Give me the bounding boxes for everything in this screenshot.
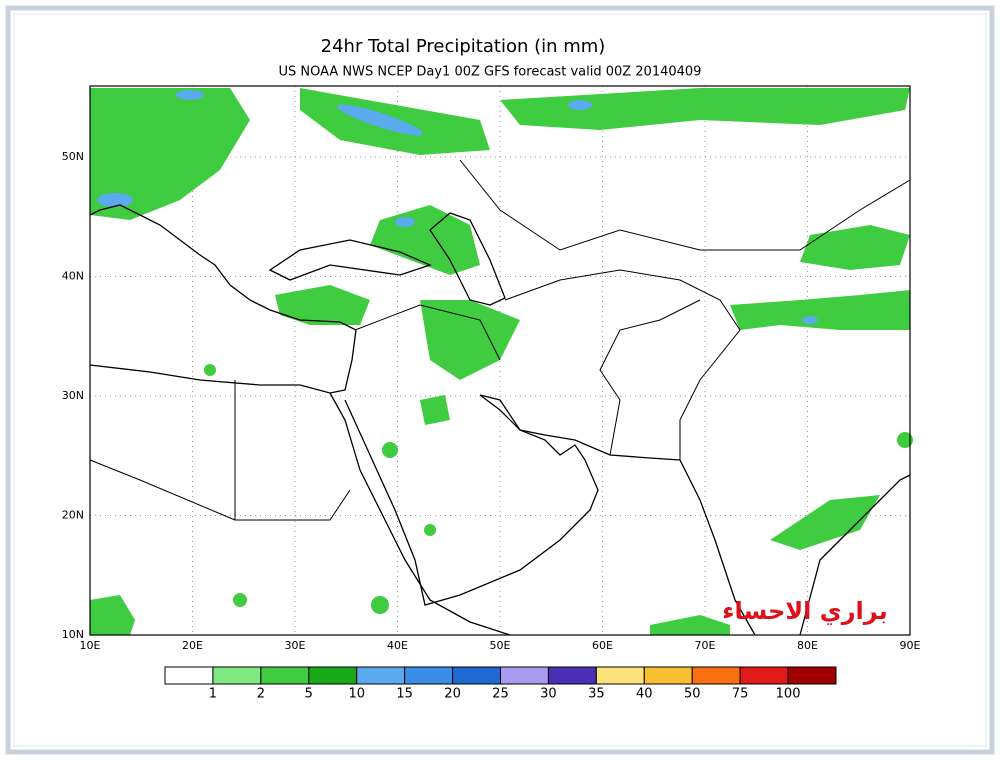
color-box xyxy=(787,666,837,685)
precip-area xyxy=(800,225,910,270)
precip-area xyxy=(730,290,910,330)
coastline xyxy=(344,394,599,606)
precip-area xyxy=(802,316,818,324)
color-box xyxy=(739,666,789,685)
precip-area xyxy=(90,88,250,220)
precip-area xyxy=(337,104,423,136)
color-box xyxy=(500,666,549,685)
coastline xyxy=(89,299,357,394)
black-sea xyxy=(268,239,432,281)
coastline xyxy=(89,204,251,301)
lon-label: 30E xyxy=(285,639,306,652)
watermark: براري الاحساء xyxy=(722,597,887,625)
color-box xyxy=(643,666,693,685)
borders xyxy=(89,159,911,521)
lon-label: 40E xyxy=(387,639,408,652)
lat-label: 10N xyxy=(62,628,84,641)
lon-label: 50E xyxy=(490,639,511,652)
axis-labels: 10E 20E 30E 40E 50E 60E 70E 80E 90E 10N 20N 30N 40N 5… xyxy=(62,150,921,652)
precip-area xyxy=(97,193,133,207)
color-box xyxy=(691,666,741,685)
color-box xyxy=(595,666,645,685)
precip-area xyxy=(770,495,880,550)
subtitle: US NOAA NWS NCEP Day1 00Z GFS forecast v… xyxy=(279,65,702,80)
grid xyxy=(90,86,910,635)
title: 24hr Total Precipitation (in mm) xyxy=(321,36,606,57)
precip xyxy=(90,88,913,635)
colorbar-label: 25 xyxy=(492,687,509,702)
precip-area xyxy=(424,524,436,536)
precip-area xyxy=(90,595,135,635)
precip-area xyxy=(500,88,910,130)
precip-area xyxy=(275,285,370,325)
colorbar-label: 2 xyxy=(257,687,265,702)
lon-label: 70E xyxy=(695,639,716,652)
color-box xyxy=(404,666,454,685)
lon-label: 60E xyxy=(592,639,613,652)
lon-label: 20E xyxy=(182,639,203,652)
coastline xyxy=(799,474,911,636)
lat-label: 50N xyxy=(62,150,84,163)
border xyxy=(459,159,911,251)
precip-area xyxy=(233,593,247,607)
colorbar-label: 1 xyxy=(209,687,217,702)
lon-label: 90E xyxy=(900,639,921,652)
precip-heavy xyxy=(97,90,818,324)
colorbar-label: 75 xyxy=(732,687,749,702)
lon-label: 80E xyxy=(797,639,818,652)
precip-area xyxy=(204,364,216,376)
color-box xyxy=(260,666,310,685)
coastline xyxy=(479,394,756,636)
precip-area xyxy=(650,615,730,635)
precip-area xyxy=(420,395,450,425)
colorbar-label: 30 xyxy=(540,687,557,702)
frame xyxy=(5,5,995,755)
map-area xyxy=(90,86,910,635)
caspian-sea xyxy=(429,212,506,306)
colorbar-label: 10 xyxy=(348,687,365,702)
frame-inner xyxy=(13,13,987,747)
color-box xyxy=(164,666,214,685)
color-box xyxy=(308,666,358,685)
border xyxy=(504,269,741,460)
border xyxy=(599,299,701,456)
colorbar-label: 40 xyxy=(636,687,653,702)
border xyxy=(89,459,236,521)
map: 10E 20E 30E 40E 50E 60E 70E 80E 90E 10N 20N 30N 40N 5… xyxy=(62,85,921,652)
precip-area xyxy=(176,90,204,100)
colorbar-label: 5 xyxy=(305,687,313,702)
color-box xyxy=(356,666,406,685)
colorbar: 1 2 5 10 15 20 25 30 35 40 50 75 100 xyxy=(164,666,837,702)
precip-area xyxy=(897,432,913,448)
border xyxy=(354,304,501,361)
precip-area xyxy=(420,300,520,380)
colorbar-label: 20 xyxy=(444,687,461,702)
lat-label: 20N xyxy=(62,509,84,522)
lat-label: 40N xyxy=(62,270,84,283)
color-box xyxy=(452,666,502,685)
precip-area xyxy=(371,596,389,614)
lat-label: 30N xyxy=(62,389,84,402)
coastline xyxy=(329,392,511,636)
colorbar-label: 15 xyxy=(396,687,413,702)
colorbar-label: 100 xyxy=(776,687,801,702)
border xyxy=(234,380,351,521)
colorbar-label: 50 xyxy=(684,687,701,702)
precip-area xyxy=(382,442,398,458)
lon-label: 10E xyxy=(80,639,101,652)
colorbar-label: 35 xyxy=(588,687,605,702)
map-frame xyxy=(89,85,911,636)
color-box xyxy=(212,666,262,685)
precip-area xyxy=(568,100,592,110)
precip-area xyxy=(395,217,415,227)
coastlines xyxy=(89,204,911,636)
color-box xyxy=(547,666,597,685)
